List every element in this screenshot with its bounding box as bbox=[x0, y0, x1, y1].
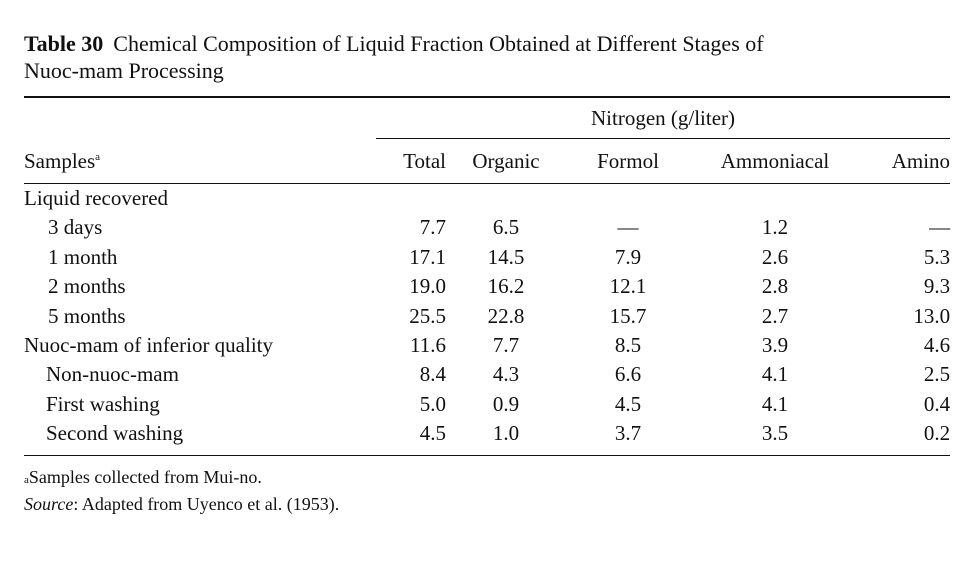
table-figure: Table 30 Chemical Composition of Liquid F… bbox=[24, 30, 951, 518]
bottom-rule bbox=[24, 454, 950, 456]
samples-column-header: Samplesa bbox=[24, 148, 101, 173]
column-header-organic: Organic bbox=[472, 148, 540, 173]
table-row: 1 month 17.1 14.5 7.9 2.6 5.3 bbox=[48, 244, 951, 269]
footnote-mark: a bbox=[95, 150, 101, 163]
source-label: Source bbox=[24, 493, 74, 514]
column-header-formol: Formol bbox=[597, 148, 659, 173]
table-title-line2: Nuoc-mam Processing bbox=[24, 58, 224, 83]
table-number: Table 30 bbox=[24, 31, 104, 56]
table-row: Nuoc-mam of inferior quality 11.6 7.7 8.… bbox=[24, 333, 951, 358]
table-row: 5 months 25.5 22.8 15.7 2.7 13.0 bbox=[48, 303, 951, 328]
table-row: Second washing 4.5 1.0 3.7 3.5 0.2 bbox=[46, 421, 951, 446]
source-note: Source: Adapted from Uyenco et al. (1953… bbox=[24, 491, 950, 518]
group-header-rule bbox=[376, 138, 951, 139]
column-header-total: Total bbox=[403, 148, 446, 173]
column-header-ammoniacal: Ammoniacal bbox=[720, 148, 830, 173]
table-row: Liquid recovered bbox=[24, 186, 169, 210]
table-row: First washing 5.0 0.9 4.5 4.1 0.4 bbox=[46, 391, 951, 416]
footnote-a: aSamples collected from Mui-no. bbox=[24, 464, 950, 491]
header-rule bbox=[24, 183, 951, 184]
top-rule bbox=[24, 96, 950, 98]
footnote-a-mark: a bbox=[24, 473, 29, 486]
nitrogen-group-header: Nitrogen (g/liter) bbox=[591, 105, 736, 130]
footnote-a-text: Samples collected from Mui-no. bbox=[28, 466, 262, 487]
column-header-amino: Amino bbox=[891, 148, 951, 173]
table-row: 2 months 19.0 16.2 12.1 2.8 9.3 bbox=[48, 274, 951, 299]
data-table: Nitrogen (g/liter) Samplesa Total Organi… bbox=[24, 98, 951, 449]
table-row: Non-nuoc-mam 8.4 4.3 6.6 4.1 2.5 bbox=[46, 362, 951, 387]
source-text: : Adapted from Uyenco et al. (1953). bbox=[73, 493, 340, 514]
table-title-line1: Chemical Composition of Liquid Fraction … bbox=[113, 31, 764, 56]
table-caption: Table 30 Chemical Composition of Liquid F… bbox=[24, 30, 950, 84]
table-row: 3 days 7.7 6.5 — 1.2 — bbox=[48, 215, 951, 240]
